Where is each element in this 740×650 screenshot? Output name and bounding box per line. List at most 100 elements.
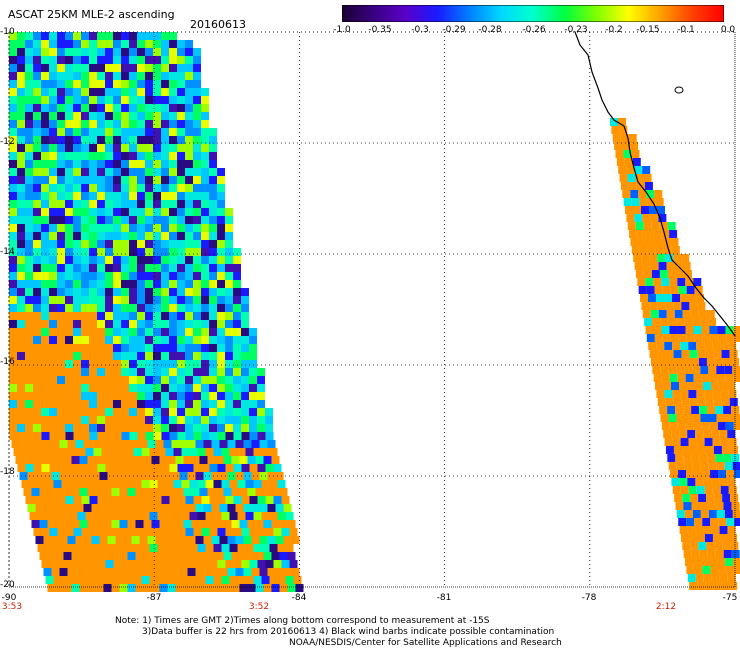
wind-cell <box>81 368 89 376</box>
wind-cell <box>65 104 73 112</box>
wind-cell <box>49 56 57 64</box>
wind-cell <box>153 344 161 352</box>
wind-cell <box>73 464 82 472</box>
wind-cell <box>668 318 677 326</box>
wind-cell <box>217 496 226 504</box>
wind-cell <box>69 544 78 552</box>
wind-cell <box>215 456 224 464</box>
wind-cell <box>195 568 204 576</box>
wind-cell <box>729 398 738 406</box>
wind-cell <box>137 360 145 368</box>
wind-cell <box>33 288 41 296</box>
wind-cell <box>17 200 25 208</box>
wind-cell <box>55 488 64 496</box>
wind-cell <box>73 112 81 120</box>
wind-cell <box>639 246 648 254</box>
wind-cell <box>41 560 50 568</box>
wind-cell <box>185 64 193 72</box>
wind-cell <box>217 528 226 536</box>
wind-cell <box>41 176 49 184</box>
wind-cell <box>55 552 64 560</box>
wind-cell <box>61 512 70 520</box>
wind-cell <box>697 350 706 358</box>
wind-cell <box>153 408 161 416</box>
wind-cell <box>209 168 217 176</box>
wind-cell <box>153 400 161 408</box>
wind-cell <box>105 168 113 176</box>
wind-cell <box>169 376 177 384</box>
wind-cell <box>145 144 153 152</box>
wind-cell <box>105 104 113 112</box>
wind-cell <box>165 512 174 520</box>
wind-cell <box>203 472 212 480</box>
wind-cell <box>17 288 25 296</box>
wind-cell <box>121 120 129 128</box>
wind-cell <box>193 168 201 176</box>
wind-cell <box>145 320 153 328</box>
wind-cell <box>215 488 224 496</box>
wind-cell <box>185 328 193 336</box>
wind-cell <box>135 584 144 592</box>
wind-cell <box>71 456 80 464</box>
wind-cell <box>177 400 185 408</box>
wind-cell <box>249 432 258 440</box>
wind-cell <box>49 152 57 160</box>
wind-cell <box>85 512 94 520</box>
wind-cell <box>25 136 33 144</box>
wind-cell <box>209 304 217 312</box>
wind-cell <box>201 152 209 160</box>
wind-cell <box>201 120 209 128</box>
wind-cell <box>203 440 212 448</box>
wind-cell <box>17 56 25 64</box>
wind-cell <box>715 550 724 558</box>
wind-cell <box>69 480 78 488</box>
wind-cell <box>704 342 713 350</box>
wind-cell <box>33 40 41 48</box>
wind-cell <box>694 566 703 574</box>
wind-cell <box>73 144 81 152</box>
wind-cell <box>217 376 225 384</box>
wind-cell <box>81 416 89 424</box>
island-outline <box>674 86 684 94</box>
wind-cell <box>171 536 180 544</box>
wind-cell <box>193 112 201 120</box>
wind-cell <box>255 584 264 592</box>
wind-cell <box>207 584 216 592</box>
wind-cell <box>129 72 137 80</box>
wind-cell <box>115 504 124 512</box>
wind-cell <box>201 336 209 344</box>
wind-cell <box>185 392 193 400</box>
wind-cell <box>121 168 129 176</box>
wind-cell <box>699 502 708 510</box>
wind-cell <box>129 216 137 224</box>
wind-cell <box>209 272 217 280</box>
wind-cell <box>95 552 104 560</box>
wind-cell <box>213 512 222 520</box>
wind-cell <box>195 536 204 544</box>
wind-cell <box>201 560 210 568</box>
wind-cell <box>63 520 72 528</box>
wind-cell <box>225 256 233 264</box>
wind-cell <box>81 264 89 272</box>
wind-cell <box>113 160 121 168</box>
wind-cell <box>209 360 217 368</box>
wind-cell <box>185 192 193 200</box>
wind-cell <box>105 384 113 392</box>
wind-cell <box>49 232 57 240</box>
wind-cell <box>41 304 49 312</box>
wind-cell <box>231 552 240 560</box>
wind-cell <box>147 472 156 480</box>
wind-cell <box>183 584 192 592</box>
wind-cell <box>65 400 73 408</box>
wind-cell <box>173 576 182 584</box>
wind-cell <box>676 366 685 374</box>
wind-cell <box>702 334 711 342</box>
wind-cell <box>129 248 137 256</box>
wind-cell <box>628 134 637 142</box>
wind-cell <box>41 72 49 80</box>
wind-cell <box>169 120 177 128</box>
wind-cell <box>25 168 33 176</box>
wind-cell <box>169 160 177 168</box>
wind-cell <box>650 310 659 318</box>
wind-cell <box>171 504 180 512</box>
